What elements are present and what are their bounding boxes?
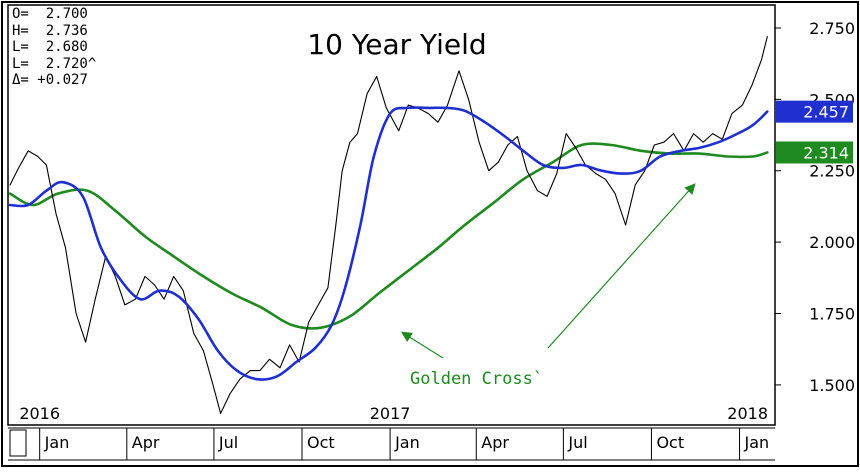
ohlc-high: H= 2.736 (12, 22, 88, 39)
value-tag (776, 100, 853, 123)
price-line (9, 36, 768, 414)
annotation-arrow-right (547, 183, 696, 349)
x-tick-label: Jan (394, 433, 420, 452)
y-tick-label: 1.750 (809, 305, 855, 324)
long-ma-line (8, 142, 769, 330)
year-label: 2016 (19, 404, 60, 423)
annotation-label: Golden Cross` (410, 369, 543, 389)
series-group (8, 36, 769, 414)
x-tick-label: Jan (744, 433, 770, 452)
annotation-text: Golden Cross (410, 369, 533, 389)
x-axis-ticks: Jan Apr Jul Oct Jan Apr Jul Oct Jan (39, 428, 770, 460)
y-tick-label: 2.250 (809, 162, 855, 181)
x-tick-label: Jul (567, 433, 587, 452)
x-tick-label: Apr (481, 433, 509, 452)
year-labels: 2016 2017 2018 (19, 404, 768, 423)
year-label: 2017 (370, 404, 411, 423)
plot-area (7, 4, 776, 426)
value-tag (776, 141, 853, 164)
x-tick-label: Apr (132, 433, 160, 452)
x-tick-label: Oct (656, 433, 684, 452)
year-label: 2018 (727, 404, 768, 423)
ohlc-readout: O= 2.700 H= 2.736 L= 2.680 L= 2.720^ Δ= … (12, 6, 96, 89)
scroll-thumb[interactable] (9, 429, 27, 457)
value-tags: 2.457 2.314 (776, 100, 853, 164)
x-tick-label: Oct (307, 433, 335, 452)
annotation-suffix: ` (533, 369, 543, 389)
short-ma-line (8, 106, 769, 381)
value-tag-label: 2.314 (803, 143, 849, 162)
chart-title: 10 Year Yield (307, 28, 486, 61)
y-tick-label: 2.000 (809, 233, 855, 252)
ohlc-low: L= 2.680 (12, 39, 88, 56)
y-tick-label: 2.750 (809, 19, 855, 38)
ohlc-change: Δ= +0.027 (12, 72, 88, 89)
ohlc-last: L= 2.720^ (12, 55, 97, 72)
ohlc-open: O= 2.700 (12, 6, 88, 22)
x-tick-label: Jan (44, 433, 70, 452)
value-tag-label: 2.457 (803, 103, 849, 122)
y-tick-label: 1.500 (809, 376, 855, 395)
annotation-arrow-left (400, 331, 444, 359)
x-tick-label: Jul (218, 433, 238, 452)
